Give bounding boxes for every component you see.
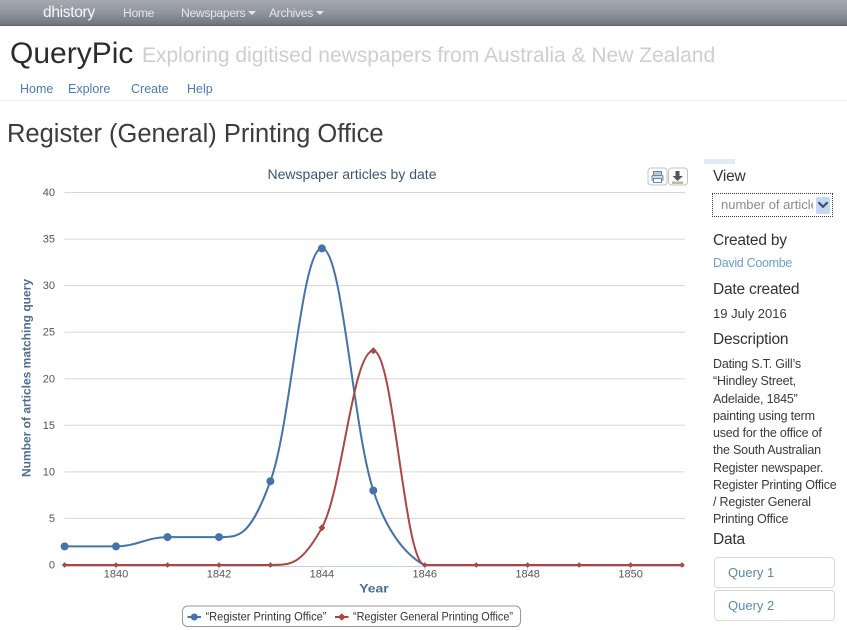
svg-text:1844: 1844: [310, 569, 334, 581]
svg-text:“Register General Printing Off: “Register General Printing Office”: [353, 612, 513, 624]
svg-text:Number of articles matching qu: Number of articles matching query: [22, 278, 34, 477]
svg-text:1842: 1842: [207, 569, 231, 581]
svg-text:40: 40: [43, 187, 55, 199]
svg-text:1840: 1840: [104, 569, 128, 581]
svg-text:35: 35: [43, 234, 55, 246]
svg-text:Newspaper articles by date: Newspaper articles by date: [268, 166, 437, 182]
svg-text:15: 15: [43, 420, 55, 432]
svg-text:10: 10: [43, 466, 55, 478]
svg-text:1848: 1848: [515, 569, 539, 581]
svg-text:Year: Year: [359, 584, 389, 596]
svg-text:“Register Printing Office”: “Register Printing Office”: [206, 612, 327, 624]
svg-text:20: 20: [43, 373, 55, 385]
svg-text:25: 25: [43, 327, 55, 339]
svg-text:1846: 1846: [413, 569, 437, 581]
svg-text:30: 30: [43, 280, 55, 292]
svg-text:0: 0: [49, 560, 55, 572]
svg-text:1850: 1850: [618, 569, 642, 581]
svg-text:5: 5: [49, 513, 55, 525]
